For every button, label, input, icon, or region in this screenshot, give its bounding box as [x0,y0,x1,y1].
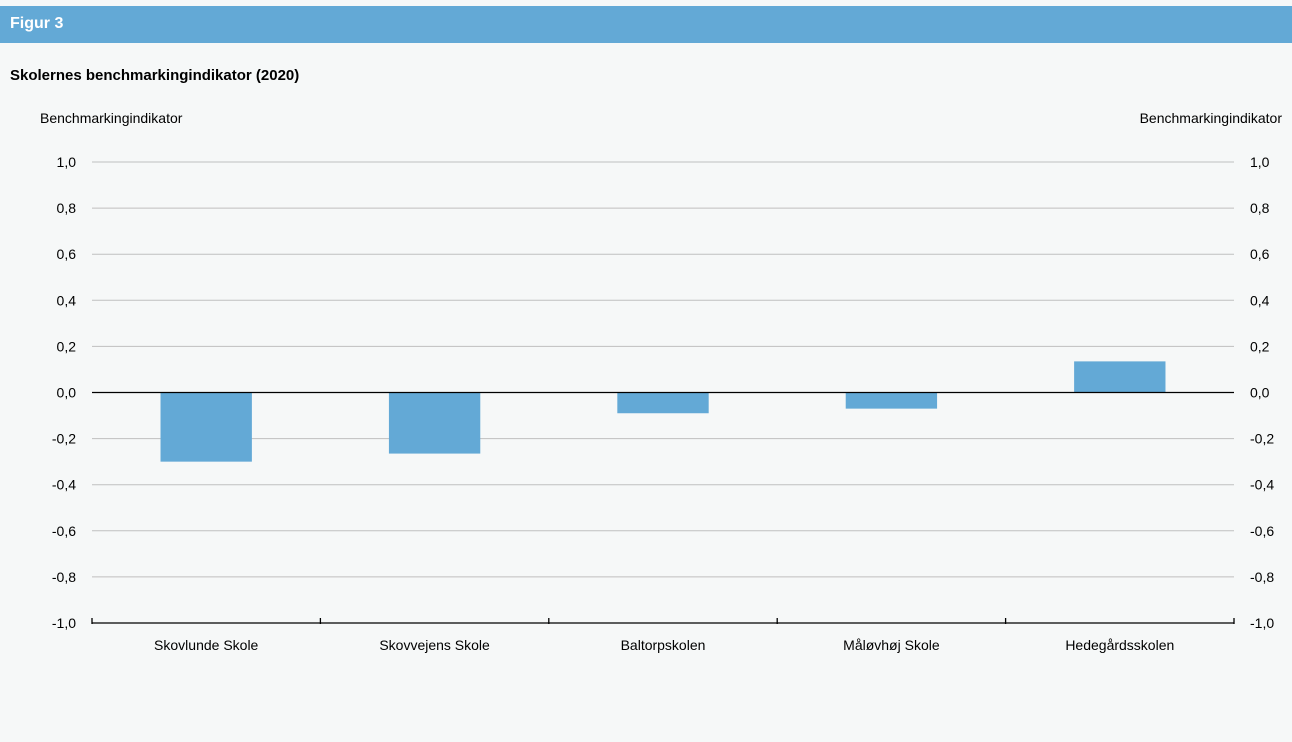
y-tick-label-left: 0,2 [57,338,77,354]
y-tick-label-left: -1,0 [52,615,76,631]
y-tick-label-right: 0,6 [1250,246,1270,262]
x-tick-label: Hedegårdsskolen [1065,637,1174,653]
bar [388,392,481,454]
bar [1074,361,1166,393]
y-tick-label-left: -0,6 [52,523,76,539]
bar [617,392,709,414]
y-tick-label-right: -0,4 [1250,477,1274,493]
y-tick-label-left: 0,4 [57,292,77,308]
y-tick-label-left: 0,0 [57,385,77,401]
y-tick-label-left: -0,4 [52,477,76,493]
y-tick-label-right: 0,8 [1250,200,1270,216]
y-tick-label-right: 0,4 [1250,292,1270,308]
y-tick-label-left: 0,8 [57,200,77,216]
y-tick-label-right: -0,2 [1250,431,1274,447]
y-tick-label-left: -0,2 [52,431,76,447]
y-tick-label-left: 1,0 [57,154,77,170]
x-tick-label: Baltorpskolen [621,637,706,653]
y-tick-label-left: 0,6 [57,246,77,262]
figure-header-bar: Figur 3 [0,6,1292,43]
y-tick-label-left: -0,8 [52,569,76,585]
y-tick-label-right: 1,0 [1250,154,1270,170]
bar [160,392,252,462]
y-tick-label-right: 0,2 [1250,338,1270,354]
y-tick-label-right: -1,0 [1250,615,1274,631]
figure-label: Figur 3 [10,15,64,32]
x-tick-label: Måløvhøj Skole [843,637,940,653]
y-axis-title-right: Benchmarkingindikator [1139,110,1282,126]
y-tick-label-right: -0,6 [1250,523,1274,539]
bar [845,392,938,409]
x-tick-label: Skovvejens Skole [379,637,490,653]
x-tick-label: Skovlunde Skole [154,637,259,653]
y-tick-label-right: 0,0 [1250,385,1270,401]
chart-title: Skolernes benchmarkingindikator (2020) [10,67,300,84]
y-axis-title-left: Benchmarkingindikator [40,110,183,126]
y-tick-label-right: -0,8 [1250,569,1274,585]
